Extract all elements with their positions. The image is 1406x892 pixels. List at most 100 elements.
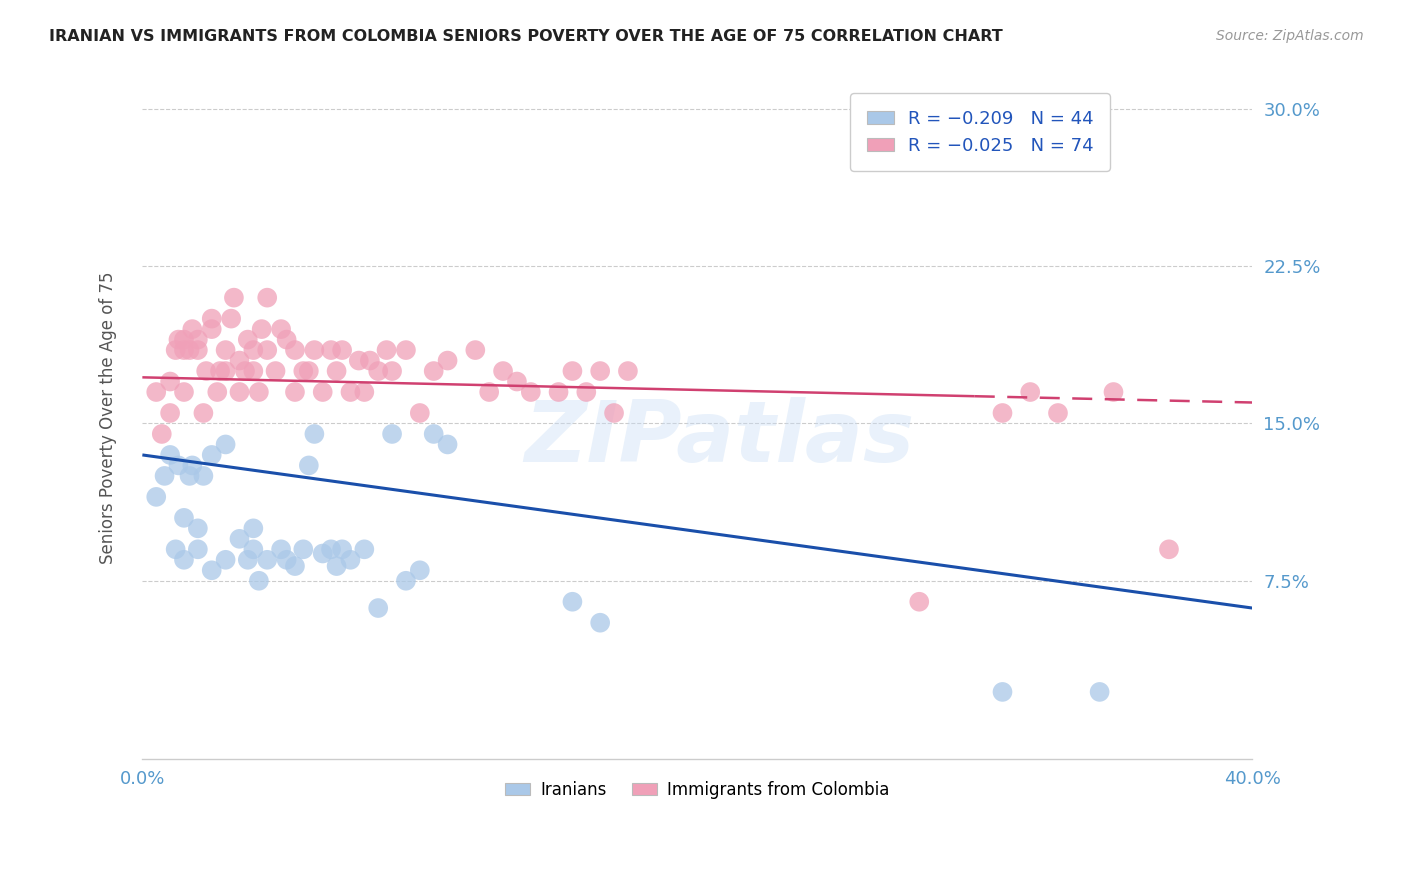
Point bbox=[270, 322, 292, 336]
Point bbox=[236, 553, 259, 567]
Point bbox=[247, 384, 270, 399]
Point bbox=[159, 448, 181, 462]
Point bbox=[1157, 542, 1180, 557]
Point bbox=[187, 542, 209, 557]
Point bbox=[436, 437, 458, 451]
Point bbox=[284, 559, 307, 574]
Point bbox=[347, 353, 370, 368]
Point bbox=[339, 384, 361, 399]
Point bbox=[298, 458, 321, 473]
Point bbox=[330, 542, 353, 557]
Point bbox=[201, 563, 224, 577]
Point bbox=[304, 343, 326, 357]
Point bbox=[298, 364, 321, 378]
Point bbox=[195, 364, 218, 378]
Point bbox=[247, 574, 270, 588]
Point bbox=[193, 469, 215, 483]
Point bbox=[228, 532, 250, 546]
Point bbox=[908, 595, 931, 609]
Point bbox=[214, 437, 236, 451]
Point bbox=[339, 553, 361, 567]
Text: IRANIAN VS IMMIGRANTS FROM COLOMBIA SENIORS POVERTY OVER THE AGE OF 75 CORRELATI: IRANIAN VS IMMIGRANTS FROM COLOMBIA SENI… bbox=[49, 29, 1002, 44]
Point bbox=[1046, 406, 1069, 420]
Point bbox=[173, 511, 195, 525]
Point bbox=[367, 364, 389, 378]
Point bbox=[181, 458, 204, 473]
Point bbox=[325, 364, 347, 378]
Point bbox=[145, 384, 167, 399]
Point bbox=[256, 553, 278, 567]
Point bbox=[233, 364, 256, 378]
Point bbox=[492, 364, 515, 378]
Point bbox=[173, 333, 195, 347]
Point bbox=[617, 364, 640, 378]
Point bbox=[575, 384, 598, 399]
Point bbox=[977, 112, 1000, 127]
Point bbox=[319, 542, 342, 557]
Point bbox=[381, 364, 404, 378]
Point bbox=[561, 364, 583, 378]
Point bbox=[214, 364, 236, 378]
Point bbox=[214, 343, 236, 357]
Point bbox=[219, 311, 242, 326]
Point bbox=[353, 542, 375, 557]
Point bbox=[214, 553, 236, 567]
Point bbox=[353, 384, 375, 399]
Point bbox=[242, 364, 264, 378]
Point bbox=[165, 542, 187, 557]
Point bbox=[367, 601, 389, 615]
Point bbox=[187, 521, 209, 535]
Point bbox=[222, 291, 245, 305]
Point bbox=[330, 343, 353, 357]
Point bbox=[159, 375, 181, 389]
Point bbox=[422, 364, 444, 378]
Point bbox=[270, 542, 292, 557]
Point bbox=[264, 364, 287, 378]
Point bbox=[276, 333, 298, 347]
Point bbox=[242, 521, 264, 535]
Point bbox=[276, 553, 298, 567]
Point bbox=[242, 343, 264, 357]
Point bbox=[179, 469, 201, 483]
Point bbox=[603, 406, 626, 420]
Point bbox=[325, 559, 347, 574]
Point bbox=[256, 291, 278, 305]
Y-axis label: Seniors Poverty Over the Age of 75: Seniors Poverty Over the Age of 75 bbox=[100, 272, 117, 565]
Point bbox=[991, 685, 1014, 699]
Point bbox=[193, 406, 215, 420]
Point bbox=[409, 563, 432, 577]
Point bbox=[395, 343, 418, 357]
Legend: Iranians, Immigrants from Colombia: Iranians, Immigrants from Colombia bbox=[499, 774, 896, 805]
Point bbox=[395, 574, 418, 588]
Point bbox=[284, 384, 307, 399]
Point bbox=[312, 547, 335, 561]
Point bbox=[207, 384, 229, 399]
Point bbox=[547, 384, 569, 399]
Point bbox=[250, 322, 273, 336]
Point bbox=[284, 343, 307, 357]
Point bbox=[464, 343, 486, 357]
Point bbox=[381, 427, 404, 442]
Point bbox=[1019, 384, 1042, 399]
Point bbox=[422, 427, 444, 442]
Point bbox=[409, 406, 432, 420]
Point bbox=[991, 406, 1014, 420]
Point bbox=[187, 343, 209, 357]
Point bbox=[173, 553, 195, 567]
Point bbox=[589, 364, 612, 378]
Point bbox=[292, 542, 315, 557]
Point bbox=[173, 384, 195, 399]
Point bbox=[478, 384, 501, 399]
Point bbox=[304, 427, 326, 442]
Point bbox=[375, 343, 398, 357]
Point bbox=[159, 406, 181, 420]
Point bbox=[209, 364, 232, 378]
Point bbox=[201, 311, 224, 326]
Point bbox=[506, 375, 529, 389]
Point bbox=[1088, 685, 1111, 699]
Point bbox=[228, 353, 250, 368]
Point bbox=[201, 322, 224, 336]
Point bbox=[228, 384, 250, 399]
Point bbox=[187, 333, 209, 347]
Point bbox=[181, 322, 204, 336]
